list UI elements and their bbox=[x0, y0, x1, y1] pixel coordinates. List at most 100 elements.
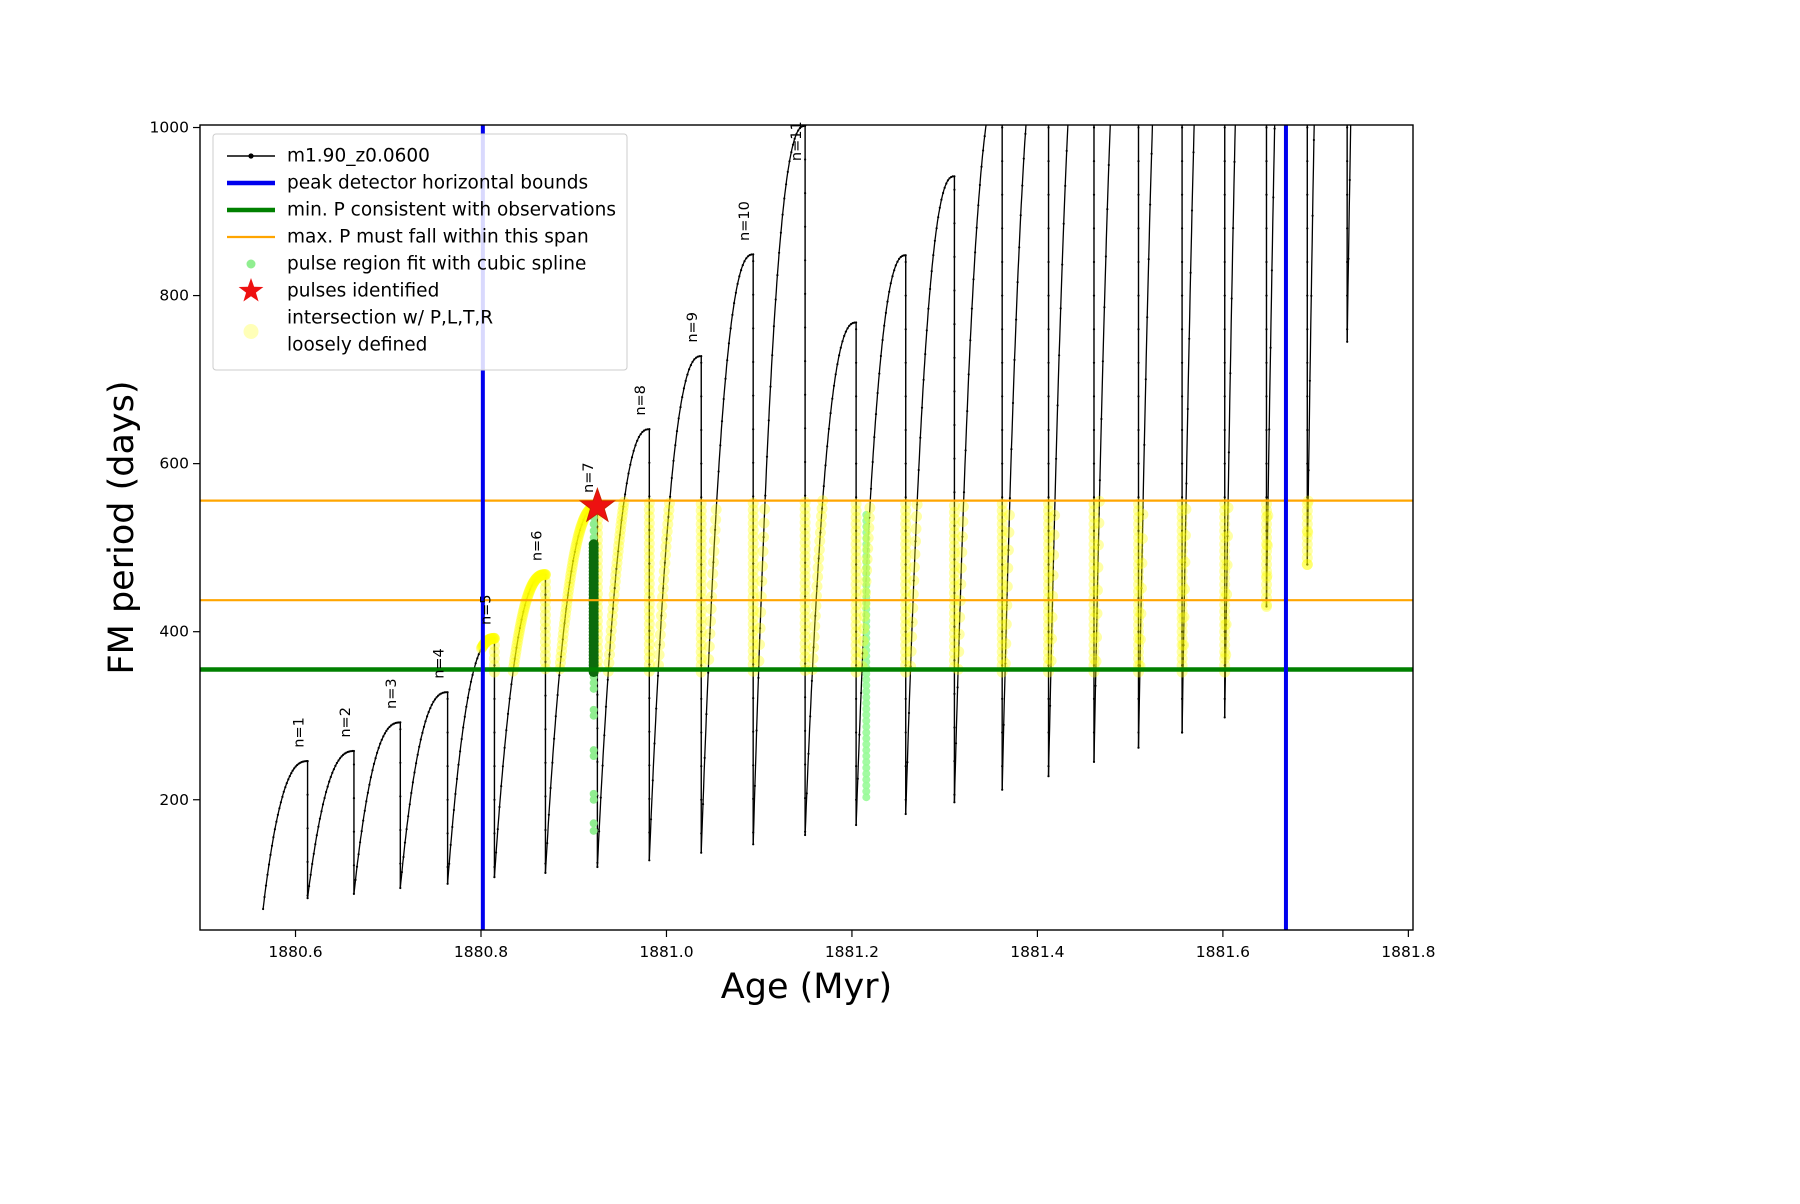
intersection-point bbox=[1092, 561, 1104, 573]
intersection-point bbox=[1219, 599, 1231, 611]
intersection-point bbox=[1043, 619, 1054, 631]
intersection-point bbox=[799, 658, 811, 670]
intersection-point bbox=[610, 563, 622, 575]
data-point bbox=[648, 528, 651, 532]
intersection-point bbox=[1133, 585, 1144, 597]
pulse-label-n=7: n=7 bbox=[581, 462, 597, 493]
spline-point bbox=[862, 628, 871, 637]
intersection-point bbox=[643, 578, 655, 590]
data-point bbox=[1001, 563, 1004, 566]
data-point bbox=[953, 726, 956, 729]
intersection-point bbox=[864, 502, 876, 514]
data-point bbox=[855, 395, 858, 398]
intersection-point bbox=[1301, 505, 1313, 517]
data-point bbox=[1047, 597, 1050, 600]
intersection-point bbox=[539, 595, 551, 607]
x-tick-label: 1881.0 bbox=[639, 943, 693, 961]
intersection-point bbox=[643, 551, 655, 563]
spline-point bbox=[862, 781, 871, 790]
legend-star-icon bbox=[238, 278, 264, 302]
pulse-label-n=6: n=6 bbox=[529, 531, 545, 562]
intersection-point bbox=[758, 531, 770, 543]
intersection-point bbox=[850, 606, 862, 617]
spline-point bbox=[862, 528, 871, 537]
intersection-point bbox=[850, 653, 862, 665]
intersection-point bbox=[850, 646, 862, 658]
intersection-point bbox=[574, 524, 586, 536]
intersection-point bbox=[519, 601, 530, 613]
intersection-point bbox=[948, 520, 960, 532]
spline-point bbox=[589, 711, 598, 720]
spline-point bbox=[862, 734, 871, 743]
intersection-point bbox=[1088, 612, 1100, 624]
intersection-point bbox=[485, 633, 497, 645]
intersection-point bbox=[1220, 649, 1232, 661]
intersection-point bbox=[747, 638, 759, 650]
intersection-point bbox=[900, 579, 912, 591]
data-point bbox=[1001, 462, 1004, 465]
intersection-point bbox=[747, 504, 759, 516]
data-point bbox=[1092, 260, 1096, 264]
intersection-point bbox=[1043, 653, 1054, 665]
intersection-point bbox=[1176, 619, 1188, 631]
intersection-point bbox=[862, 532, 874, 544]
intersection-point bbox=[537, 569, 549, 581]
intersection-point bbox=[1301, 552, 1313, 564]
intersection-point bbox=[511, 642, 522, 654]
data-point bbox=[1265, 395, 1268, 398]
legend-label: peak detector horizontal bounds bbox=[287, 173, 588, 194]
intersection-point bbox=[1088, 525, 1100, 537]
intersection-point bbox=[512, 635, 524, 647]
intersection-point bbox=[1088, 626, 1100, 638]
data-point bbox=[1223, 260, 1226, 264]
intersection-point bbox=[608, 596, 619, 608]
intersection-point bbox=[487, 633, 499, 644]
intersection-point bbox=[814, 527, 826, 539]
intersection-point bbox=[1176, 511, 1188, 523]
spline-point bbox=[862, 640, 871, 649]
intersection-point bbox=[1176, 632, 1188, 644]
data-point bbox=[1223, 462, 1226, 465]
data-point bbox=[1047, 563, 1050, 566]
data-point bbox=[1137, 563, 1140, 566]
intersection-point bbox=[907, 602, 919, 614]
intersection-point bbox=[799, 584, 811, 596]
intersection-point bbox=[1219, 612, 1231, 624]
intersection-point bbox=[488, 632, 500, 644]
data-point bbox=[855, 697, 858, 701]
data-point bbox=[953, 591, 956, 595]
data-point bbox=[855, 630, 858, 633]
data-point bbox=[1223, 361, 1226, 364]
data-point bbox=[1180, 496, 1184, 499]
data-point bbox=[1092, 126, 1096, 129]
spline-point bbox=[862, 575, 871, 584]
data-point bbox=[1047, 294, 1050, 297]
intersection-point bbox=[900, 552, 912, 564]
intersection-point bbox=[1047, 569, 1059, 581]
data-point bbox=[1223, 193, 1226, 196]
intersection-point bbox=[483, 633, 495, 645]
intersection-point bbox=[573, 528, 585, 540]
legend-label: loosely defined bbox=[287, 335, 427, 356]
intersection-point bbox=[1222, 530, 1233, 542]
data-point bbox=[855, 765, 858, 768]
intersection-point bbox=[747, 571, 759, 583]
intersection-point bbox=[509, 649, 521, 661]
intersection-point bbox=[514, 622, 526, 634]
intersection-point bbox=[695, 579, 707, 591]
intersection-point bbox=[1043, 532, 1054, 544]
spline-point bbox=[862, 793, 871, 802]
intersection-point bbox=[1043, 565, 1054, 577]
intersection-point bbox=[1179, 529, 1191, 541]
data-point bbox=[1265, 496, 1268, 499]
intersection-point bbox=[706, 579, 718, 591]
intersection-point bbox=[710, 514, 722, 526]
intersection-point bbox=[1133, 538, 1144, 550]
data-point bbox=[804, 729, 807, 733]
data-point bbox=[648, 764, 651, 767]
intersection-point bbox=[747, 544, 759, 556]
intersection-point bbox=[799, 550, 811, 562]
intersection-point bbox=[1301, 511, 1313, 523]
pulse-rise-curve bbox=[1306, 125, 1315, 565]
intersection-point bbox=[1176, 639, 1188, 651]
